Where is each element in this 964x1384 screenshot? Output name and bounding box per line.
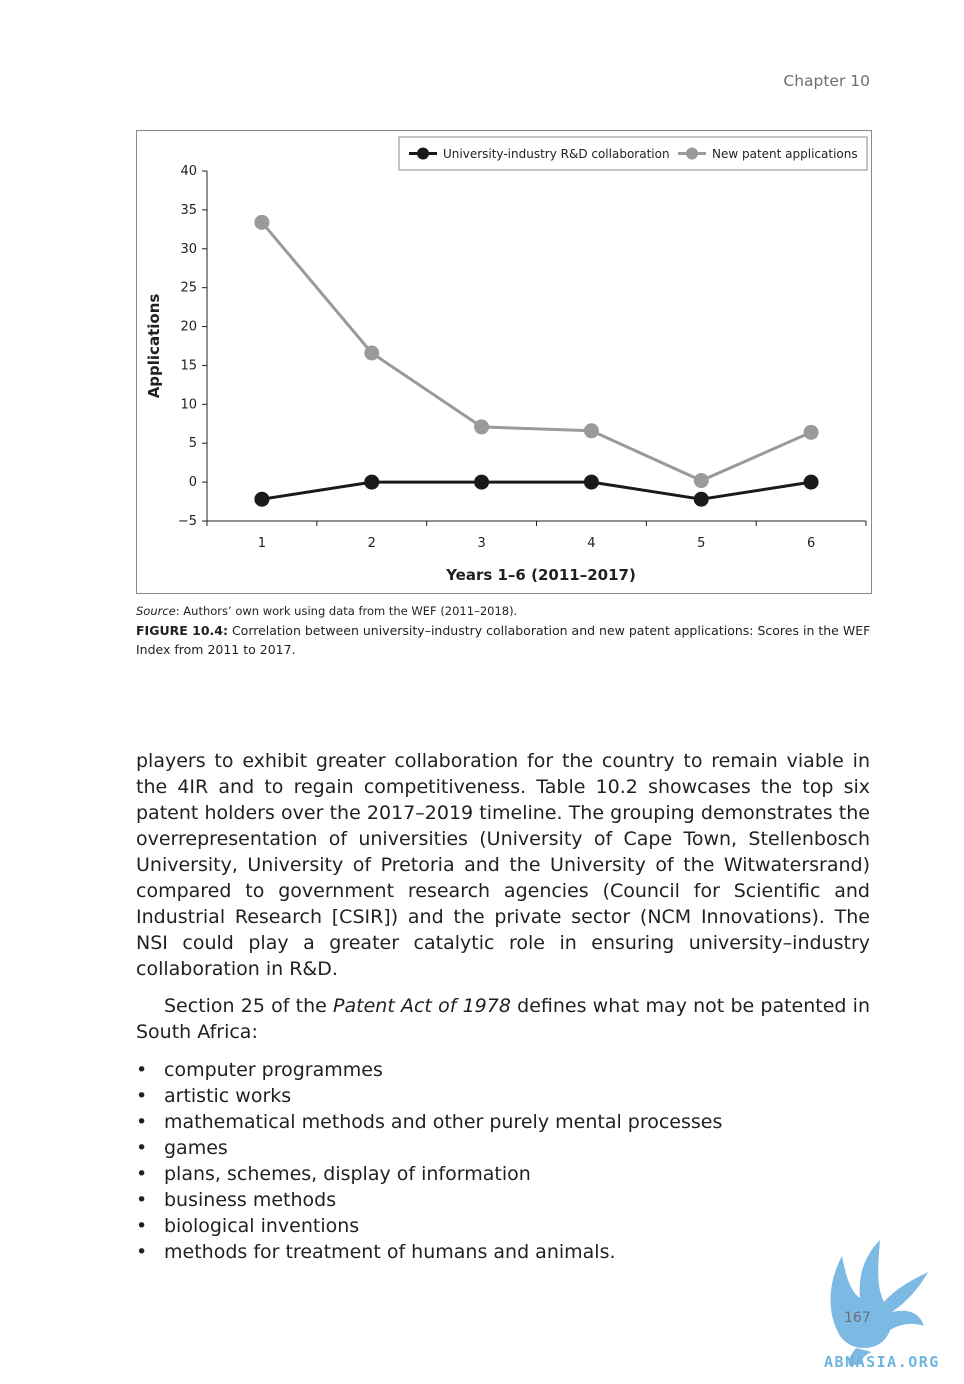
y-tick-label: 15 <box>180 358 197 373</box>
body-text: players to exhibit greater collaboration… <box>136 748 870 1265</box>
legend-label-collab: University-industry R&D collaboration <box>443 147 670 161</box>
data-point-1-5 <box>803 424 819 440</box>
bullet-item: biological inventions <box>136 1213 870 1239</box>
y-axis-label: Applications <box>145 294 163 399</box>
x-tick-label: 3 <box>477 536 485 551</box>
y-tick-label: −5 <box>178 514 197 529</box>
paragraph-1: players to exhibit greater collaboration… <box>136 750 870 980</box>
figure-source: Source: Authors’ own work using data fro… <box>136 602 872 621</box>
bullet-list: computer programmes artistic works mathe… <box>136 1057 870 1265</box>
source-text: : Authors’ own work using data from the … <box>175 604 518 618</box>
y-tick-label: 30 <box>180 242 197 257</box>
bullet-item: computer programmes <box>136 1057 870 1083</box>
y-tick-label: 40 <box>180 164 197 179</box>
legend-marker-patents <box>686 147 698 160</box>
x-tick-label: 5 <box>697 536 705 551</box>
watermark-text: ABNASIA.ORG <box>824 1353 940 1371</box>
bullet-item: business methods <box>136 1187 870 1213</box>
series-line-0 <box>261 480 812 501</box>
data-point-0-2 <box>474 474 490 490</box>
y-tick-label: 25 <box>180 281 197 296</box>
line-chart: University-industry R&D collaboration Ne… <box>145 136 868 584</box>
x-tick-label: 6 <box>807 536 815 551</box>
x-axis-label: Years 1–6 (2011–2017) <box>445 566 636 584</box>
figure-caption-text: Correlation between university–industry … <box>136 623 871 657</box>
figure-label: FIGURE 10.4: <box>136 623 228 638</box>
p2-before: Section 25 of the <box>164 995 334 1017</box>
y-tick-label: 5 <box>189 436 197 451</box>
paragraph-2: Section 25 of the Patent Act of 1978 def… <box>136 993 870 1045</box>
data-point-1-4 <box>693 473 709 489</box>
data-point-0-4 <box>693 491 709 507</box>
bullet-item: methods for treatment of humans and anim… <box>136 1239 870 1265</box>
p2-after: defines what may not be patented in Sout… <box>136 995 870 1043</box>
y-tick-label: 0 <box>189 475 197 490</box>
data-point-0-1 <box>364 474 380 490</box>
y-tick-label: 10 <box>180 397 197 412</box>
bullet-item: mathematical methods and other purely me… <box>136 1109 870 1135</box>
figure-title: FIGURE 10.4: Correlation between univers… <box>136 621 872 659</box>
y-tick-label: 20 <box>180 320 197 335</box>
x-tick-label: 1 <box>258 536 266 551</box>
page-number: 167 <box>844 1310 871 1326</box>
x-tick-label: 2 <box>368 536 376 551</box>
axes: −5 0 5 10 15 20 25 30 35 40 1 2 3 4 5 6 <box>178 164 867 551</box>
bullet-item: plans, schemes, display of information <box>136 1161 870 1187</box>
watermark-logo: ABNASIA.ORG <box>824 1240 940 1371</box>
chapter-label: Chapter 10 <box>783 72 870 90</box>
figure-caption: Source: Authors’ own work using data fro… <box>136 602 872 659</box>
x-tick-label: 4 <box>587 536 595 551</box>
data-point-0-5 <box>803 474 819 490</box>
y-tick-label: 35 <box>180 203 197 218</box>
data-point-0-0 <box>254 491 270 507</box>
data-point-1-0 <box>254 214 270 230</box>
data-point-1-2 <box>474 419 490 435</box>
legend-box <box>398 136 868 171</box>
data-point-1-1 <box>364 345 380 361</box>
watermark-griffin-icon <box>830 1240 928 1366</box>
p2-italic: Patent Act of 1978 <box>333 995 511 1017</box>
series-line-1 <box>260 221 812 483</box>
series-layer <box>254 214 819 507</box>
data-point-0-3 <box>583 474 599 490</box>
source-label: Source <box>136 604 176 618</box>
legend: University-industry R&D collaboration Ne… <box>398 136 868 171</box>
data-point-1-3 <box>583 423 599 439</box>
legend-label-patents: New patent applications <box>712 147 858 161</box>
legend-marker-collab <box>417 147 429 160</box>
bullet-item: artistic works <box>136 1083 870 1109</box>
bullet-item: games <box>136 1135 870 1161</box>
figure-frame: University-industry R&D collaboration Ne… <box>136 130 872 594</box>
